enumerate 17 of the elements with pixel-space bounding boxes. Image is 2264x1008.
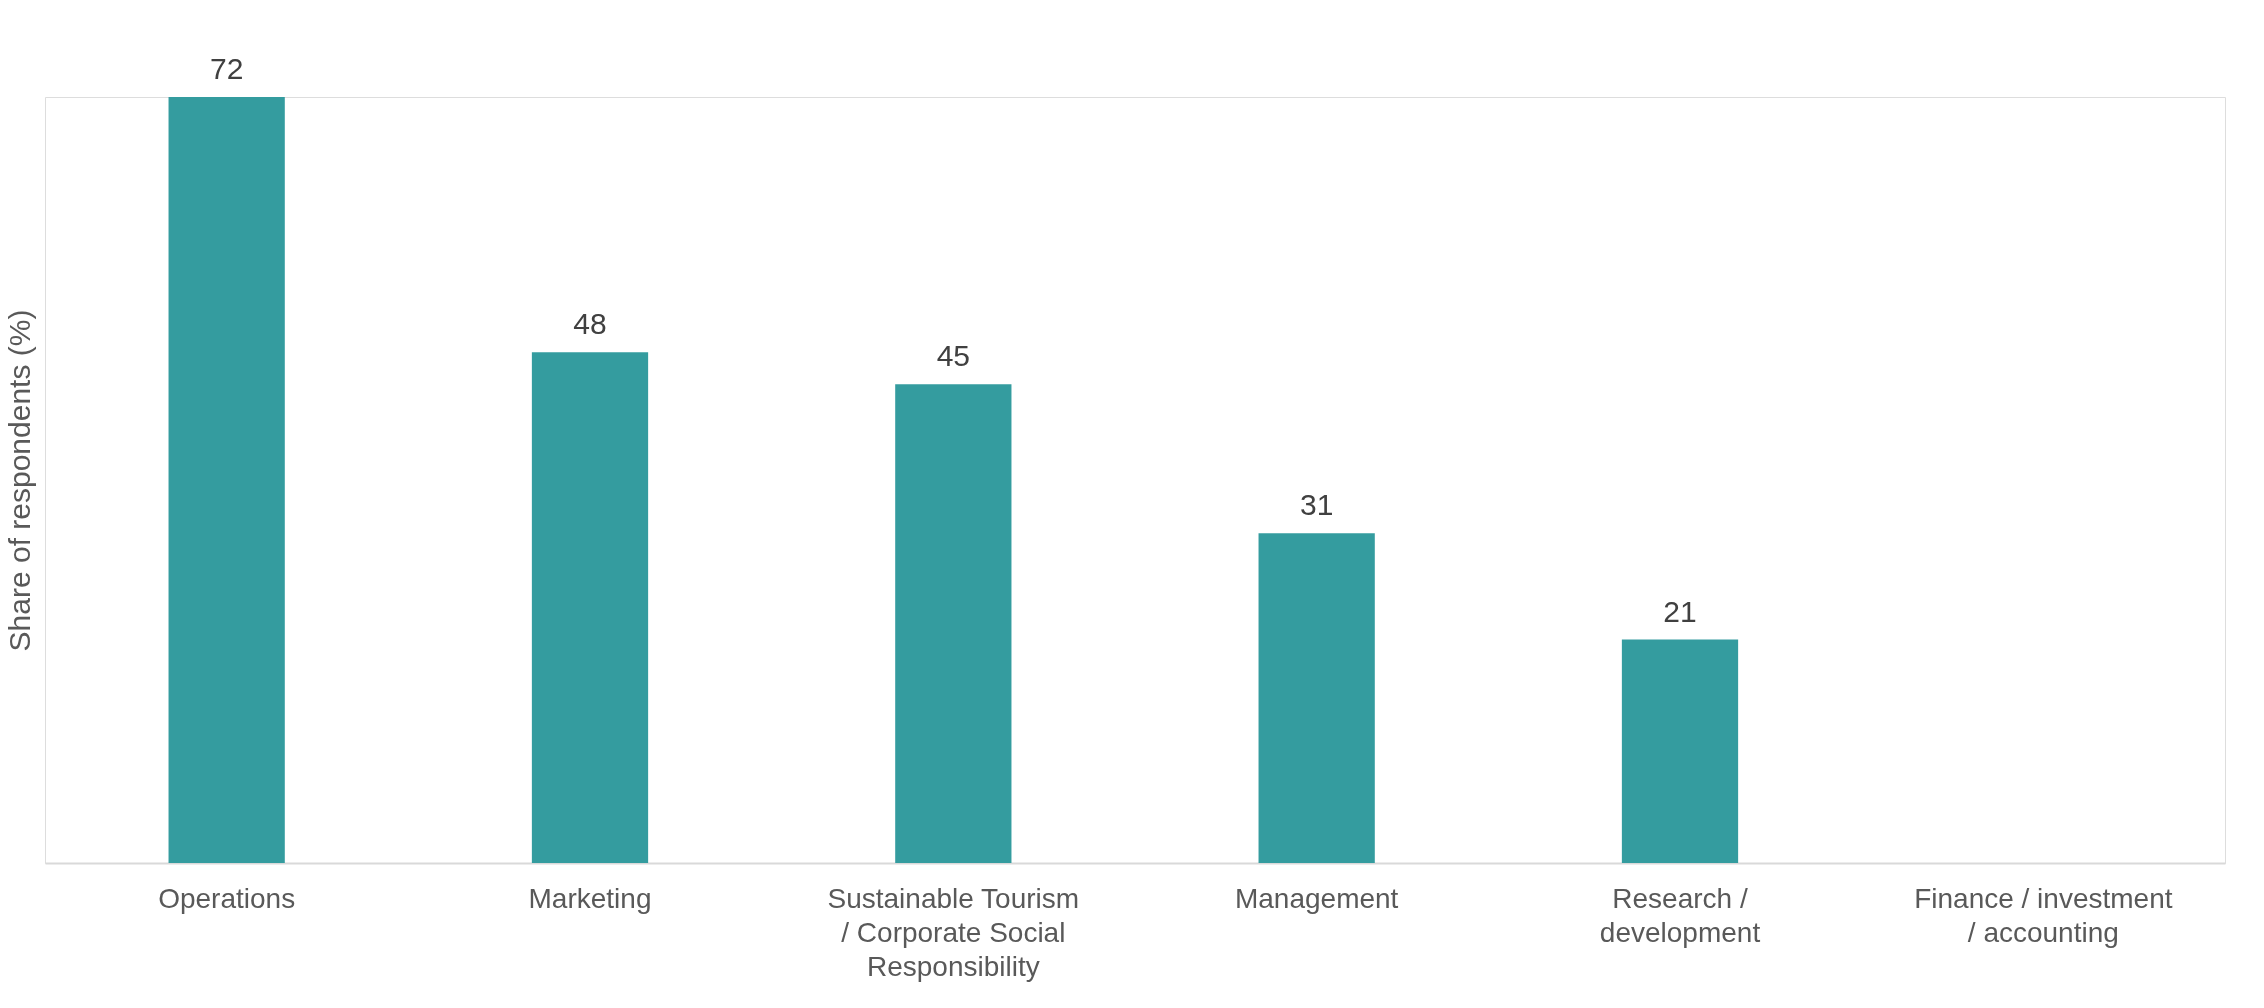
data-label: 48 xyxy=(573,307,607,341)
x-tick-label: Management xyxy=(1234,882,1399,914)
data-label: 21 xyxy=(1663,594,1697,628)
x-tick-label: Sustainable Tourism / Corporate Social Responsibility xyxy=(827,882,1080,982)
x-tick-label: Research / development xyxy=(1599,882,1761,948)
bar xyxy=(895,384,1012,863)
bar xyxy=(531,352,649,863)
bar xyxy=(1258,533,1375,863)
bar xyxy=(1621,639,1739,863)
bar xyxy=(168,97,285,863)
data-label: 45 xyxy=(936,339,971,373)
x-tick-label: Marketing xyxy=(528,882,652,914)
data-label: 31 xyxy=(1299,488,1334,522)
x-tick-label: Finance / investment / accounting xyxy=(1914,882,2173,948)
data-label: 72 xyxy=(209,52,244,85)
x-tick-label: Operations xyxy=(158,882,296,914)
y-axis-title: Share of respondents (%) xyxy=(2,309,36,652)
